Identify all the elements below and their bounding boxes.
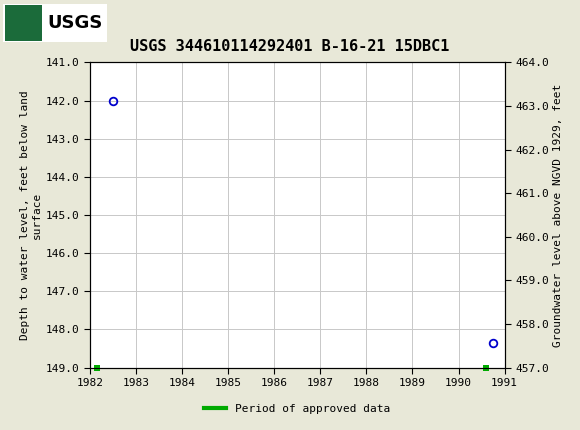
Legend: Period of approved data: Period of approved data — [200, 400, 395, 418]
Text: USGS 344610114292401 B-16-21 15DBC1: USGS 344610114292401 B-16-21 15DBC1 — [130, 39, 450, 54]
FancyBboxPatch shape — [3, 3, 107, 42]
Y-axis label: Groundwater level above NGVD 1929, feet: Groundwater level above NGVD 1929, feet — [553, 83, 563, 347]
Y-axis label: Depth to water level, feet below land
surface: Depth to water level, feet below land su… — [20, 90, 42, 340]
Text: USGS: USGS — [48, 14, 103, 31]
FancyBboxPatch shape — [5, 4, 42, 41]
